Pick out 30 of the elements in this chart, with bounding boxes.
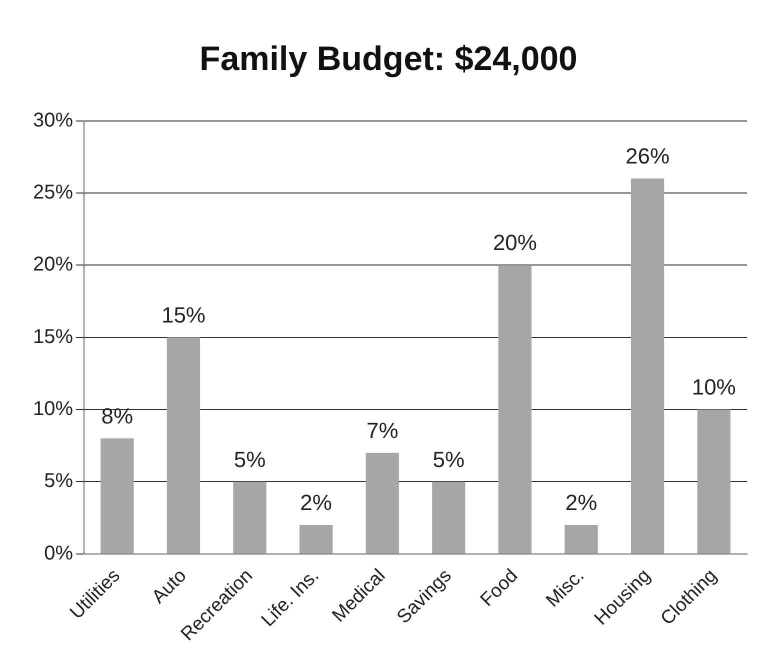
data-label: 2% [300, 490, 332, 516]
y-tick-label: 5% [44, 470, 74, 492]
bar [233, 482, 266, 554]
y-tick-label: 10% [33, 398, 74, 420]
chart-title: Family Budget: $24,000 [200, 40, 578, 78]
y-tick-label: 15% [33, 326, 74, 348]
y-tick-label: 30% [33, 109, 74, 132]
y-tick-label: 0% [44, 542, 74, 564]
data-label: 20% [492, 230, 537, 256]
bar [630, 178, 664, 554]
y-tick-label: 25% [33, 182, 74, 204]
bar [166, 337, 200, 554]
data-label: 5% [432, 446, 465, 472]
data-label: 8% [101, 403, 134, 428]
data-label: 7% [366, 418, 398, 443]
data-label: 5% [234, 446, 266, 472]
bar [100, 438, 134, 554]
bar [564, 525, 598, 554]
x-tick-label: Misc. [542, 565, 588, 612]
bar [697, 410, 730, 554]
y-tick-label: 20% [33, 254, 74, 276]
bar [299, 525, 333, 554]
x-tick-label: Life. Ins. [258, 565, 324, 631]
bar [498, 265, 532, 554]
bar [432, 482, 466, 554]
bar [366, 452, 399, 554]
data-label: 26% [626, 144, 670, 169]
data-label: 2% [565, 490, 598, 516]
data-label: 15% [161, 302, 206, 328]
data-label: 10% [692, 374, 736, 400]
